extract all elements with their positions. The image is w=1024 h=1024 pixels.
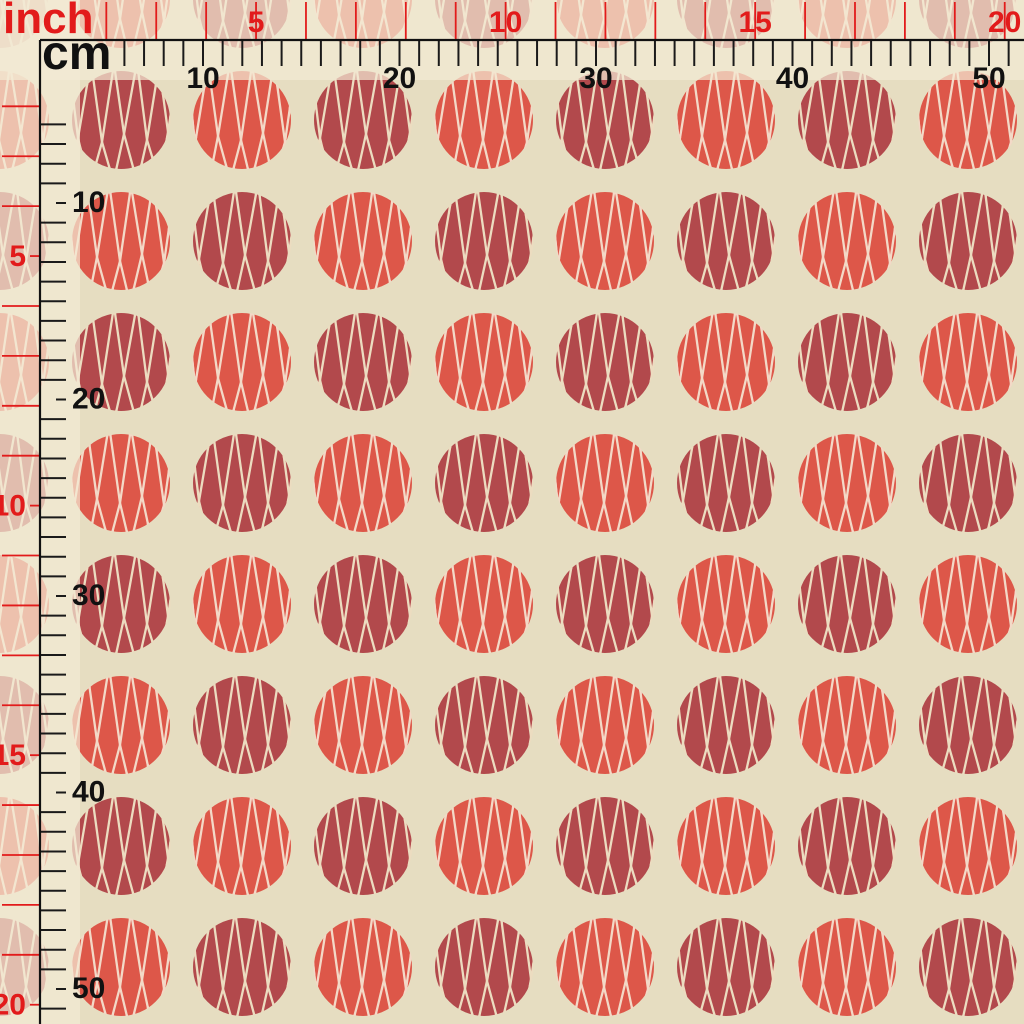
svg-text:10: 10: [0, 490, 26, 523]
svg-text:15: 15: [739, 6, 772, 39]
svg-text:30: 30: [72, 579, 105, 612]
svg-text:10: 10: [72, 186, 105, 219]
svg-text:20: 20: [0, 989, 26, 1022]
svg-text:5: 5: [9, 240, 26, 273]
svg-text:20: 20: [988, 6, 1021, 39]
svg-text:50: 50: [972, 62, 1005, 95]
svg-text:30: 30: [579, 62, 612, 95]
svg-text:20: 20: [72, 383, 105, 416]
svg-text:5: 5: [248, 6, 265, 39]
svg-text:40: 40: [72, 776, 105, 809]
svg-text:50: 50: [72, 972, 105, 1005]
svg-text:10: 10: [186, 62, 219, 95]
svg-text:20: 20: [383, 62, 416, 95]
svg-text:40: 40: [776, 62, 809, 95]
svg-text:cm: cm: [42, 27, 111, 80]
svg-text:10: 10: [489, 6, 522, 39]
svg-text:15: 15: [0, 739, 26, 772]
